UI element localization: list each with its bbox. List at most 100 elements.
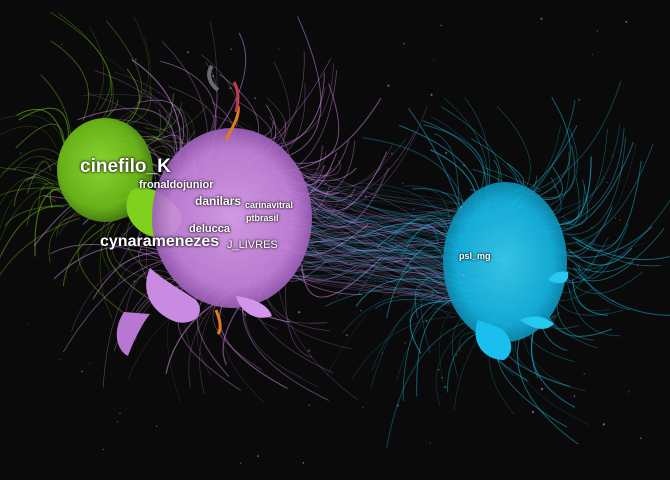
node-label-psl-mg[interactable]: psl_mg [459,251,491,261]
graph-node [554,186,556,189]
graph-strand [538,166,563,200]
graph-node [413,208,415,211]
graph-strand [0,187,66,196]
graph-strand [111,222,153,281]
graph-strand [386,318,474,449]
graph-strand [259,97,286,142]
graph-edge [287,252,452,300]
graph-strand [0,148,67,178]
graph-node [445,151,448,154]
graph-node [254,97,257,100]
graph-node [360,310,362,312]
node-label-cynaramenezes[interactable]: cynaramenezes [100,233,220,250]
graph-strand [530,319,576,408]
graph-strand [303,194,405,235]
node-label-danilars[interactable]: danilars [195,194,242,208]
graph-strand [77,107,178,161]
graph-node [553,230,556,233]
graph-node [194,458,195,460]
graph-node [117,421,119,423]
graph-strand [434,133,460,213]
graph-strand [400,245,445,277]
graph-node [611,155,614,158]
graph-strand [573,267,670,316]
graph-strand [0,114,66,148]
graph-node [628,391,630,393]
graph-strand [567,247,633,266]
graph-edge [290,275,453,292]
node-label-fronaldojunior[interactable]: fronaldojunior [139,179,214,191]
graph-strand [423,124,485,199]
graph-node [102,448,105,451]
graph-strand [568,232,646,249]
graph-strand [577,223,629,279]
graph-strand [565,233,622,247]
graph-strand [15,123,65,149]
graph-node [229,86,232,90]
graph-strand [294,140,350,179]
graph-node [200,197,202,199]
graph-node [173,279,175,281]
graph-strand [145,109,161,141]
graph-strand [374,298,454,310]
node-label-j-livres[interactable]: J_LIVRES [227,239,278,251]
graph-strand [300,256,357,282]
graph-strand [386,266,442,319]
node-label-carinavitral[interactable]: carinavitral [245,200,294,210]
graph-strand [0,167,60,184]
graph-strand [414,283,440,318]
graph-node [230,48,233,51]
graph-strand [123,269,174,321]
graph-node [324,182,327,185]
graph-strand [345,252,449,291]
graph-strand [376,215,451,248]
graph-node [636,264,639,267]
graph-node [262,226,265,229]
graph-edge [300,198,478,215]
graph-strand [48,209,86,263]
graph-node [573,395,576,397]
graph-node [516,230,518,232]
graph-strand [53,245,168,280]
graph-node [596,30,598,32]
graph-node [381,352,384,354]
cluster-purple-blade-2 [116,312,150,356]
node-label-delucca[interactable]: delucca [189,223,230,235]
graph-strand [290,83,340,164]
graph-strand [13,176,55,207]
graph-strand [530,80,622,193]
graph-strand [50,40,90,121]
graph-strand [310,106,428,206]
graph-edge [289,180,466,223]
node-label-ptbrasil[interactable]: ptbrasil [246,213,279,223]
graph-strand [0,186,67,240]
graph-node [341,242,343,245]
graph-node [430,93,433,96]
graph-strand [517,322,579,445]
graph-node [387,84,390,87]
graph-node [459,206,463,209]
graph-strand [561,179,588,226]
graph-node [612,299,614,301]
cluster-cyan-blade-3 [548,271,569,284]
node-label-cinefilo[interactable]: cinefilo_K [80,156,171,177]
graph-node [453,216,455,218]
graph-node [302,462,305,464]
graph-strand [49,11,111,111]
graph-node [210,336,212,338]
graph-strand [542,128,625,228]
cluster-cyan-blade-2 [520,316,554,329]
graph-strand [562,271,643,294]
graph-strand [531,96,571,200]
graph-strand [77,223,129,317]
graph-node [307,130,309,132]
graph-strand [58,13,112,123]
graph-node [119,412,121,415]
graph-strand [144,102,183,131]
graph-node [278,48,280,50]
graph-strand [301,257,382,298]
graph-strand [342,293,448,334]
graph-edge [309,173,460,238]
